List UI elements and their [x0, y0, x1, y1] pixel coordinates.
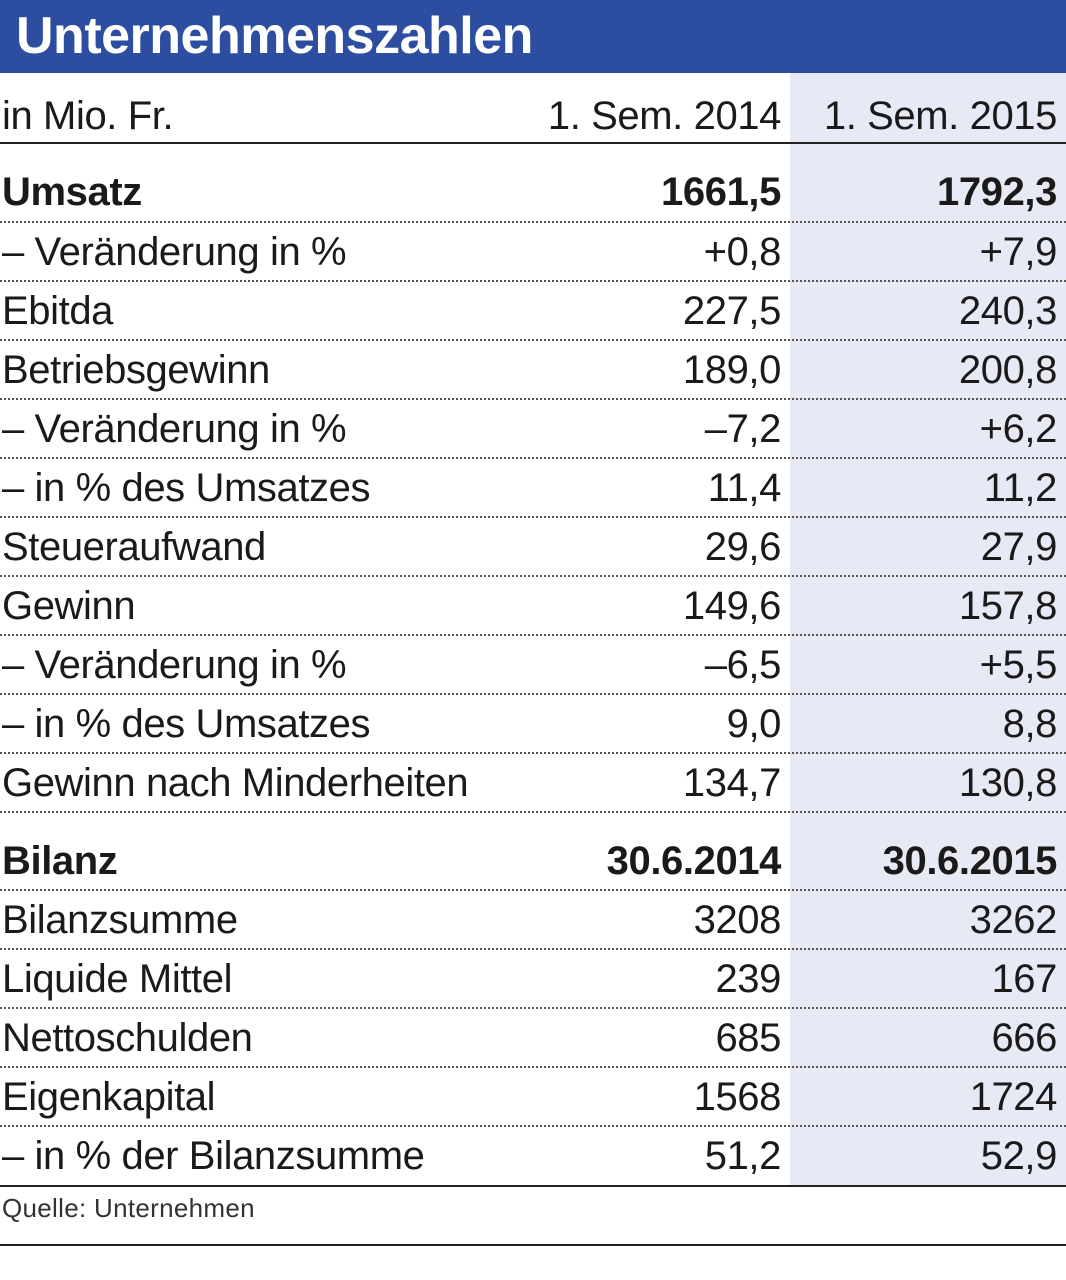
row-label: Eigenkapital	[2, 1075, 216, 1119]
row-divider	[0, 398, 1066, 400]
row-value-2014: 239	[715, 957, 781, 1001]
bilanz-date-2014: 30.6.2014	[606, 839, 782, 883]
header-divider	[0, 142, 1066, 144]
row-label: Gewinn	[2, 584, 136, 628]
row-divider	[0, 575, 1066, 577]
bilanz-header-row: Bilanz 30.6.2014 30.6.2015	[0, 835, 1066, 887]
row-value-2014: 29,6	[704, 525, 782, 569]
row-value-2014: 227,5	[682, 289, 782, 333]
table-header-row: in Mio. Fr. 1. Sem. 2014 1. Sem. 2015	[0, 92, 1066, 140]
table-row: Betriebsgewinn 189,0 200,8	[0, 344, 1066, 396]
column-header-2014: 1. Sem. 2014	[547, 94, 782, 138]
table-row: Gewinn nach Minderheiten 134,7 130,8	[0, 757, 1066, 809]
row-value-2015: 1792,3	[937, 170, 1057, 214]
table-row-umsatz: Umsatz 1661,5 1792,3	[0, 166, 1066, 218]
row-label: – Veränderung in %	[2, 230, 347, 274]
row-divider	[0, 1125, 1066, 1127]
row-value-2014: 1661,5	[661, 170, 781, 214]
column-header-2015: 1. Sem. 2015	[823, 94, 1058, 138]
row-label: – in % des Umsatzes	[2, 466, 371, 510]
row-value-2014: 149,6	[682, 584, 782, 628]
row-value-2014: 51,2	[704, 1134, 782, 1178]
row-divider	[0, 1007, 1066, 1009]
row-divider	[0, 811, 1066, 813]
row-value-2015: 11,2	[983, 466, 1058, 510]
row-value-2015: 1724	[969, 1075, 1058, 1119]
row-divider	[0, 1066, 1066, 1068]
row-label: – in % der Bilanzsumme	[2, 1134, 425, 1178]
row-value-2014: –6,5	[704, 643, 782, 687]
row-value-2015: +7,9	[979, 230, 1058, 274]
row-divider	[0, 339, 1066, 341]
row-value-2015: 52,9	[980, 1134, 1058, 1178]
row-label: – Veränderung in %	[2, 643, 347, 687]
table-row: – Veränderung in % –7,2 +6,2	[0, 403, 1066, 455]
table-row: Gewinn 149,6 157,8	[0, 580, 1066, 632]
row-label: Steueraufwand	[2, 525, 266, 569]
table-row: Liquide Mittel 239 167	[0, 953, 1066, 1005]
row-label: Ebitda	[2, 289, 114, 333]
row-value-2015: +5,5	[979, 643, 1058, 687]
title-bar: Unternehmenszahlen	[0, 0, 1066, 73]
table-row: Ebitda 227,5 240,3	[0, 285, 1066, 337]
row-label: Nettoschulden	[2, 1016, 253, 1060]
unit-label: in Mio. Fr.	[2, 94, 174, 138]
table-row: – in % des Umsatzes 11,4 11,2	[0, 462, 1066, 514]
row-value-2014: 9,0	[726, 702, 782, 746]
table-row: – in % des Umsatzes 9,0 8,8	[0, 698, 1066, 750]
row-divider	[0, 221, 1066, 223]
row-divider	[0, 889, 1066, 891]
row-value-2015: 27,9	[980, 525, 1058, 569]
row-value-2014: 1568	[693, 1075, 782, 1119]
table-row: – in % der Bilanzsumme 51,2 52,9	[0, 1130, 1066, 1182]
row-label: Betriebsgewinn	[2, 348, 270, 392]
row-value-2014: 189,0	[682, 348, 782, 392]
row-divider	[0, 280, 1066, 282]
row-divider	[0, 516, 1066, 518]
row-divider	[0, 634, 1066, 636]
table-row: Nettoschulden 685 666	[0, 1012, 1066, 1064]
row-value-2014: 11,4	[707, 466, 782, 510]
row-value-2015: 200,8	[958, 348, 1058, 392]
table-bottom-rule	[0, 1185, 1066, 1187]
row-label: – in % des Umsatzes	[2, 702, 371, 746]
footer-rule	[0, 1244, 1066, 1246]
column-2015-shade	[790, 73, 1066, 1186]
bilanz-label: Bilanz	[2, 839, 118, 883]
row-divider	[0, 457, 1066, 459]
row-label: Liquide Mittel	[2, 957, 233, 1001]
row-label: Bilanzsumme	[2, 898, 238, 942]
row-value-2015: 3262	[969, 898, 1058, 942]
row-divider	[0, 752, 1066, 754]
row-value-2015: 666	[991, 1016, 1057, 1060]
table-row: – Veränderung in % +0,8 +7,9	[0, 226, 1066, 278]
row-label: – Veränderung in %	[2, 407, 347, 451]
row-value-2014: –7,2	[704, 407, 782, 451]
row-value-2015: 157,8	[958, 584, 1058, 628]
row-value-2015: +6,2	[979, 407, 1058, 451]
table-row: Steueraufwand 29,6 27,9	[0, 521, 1066, 573]
row-divider	[0, 948, 1066, 950]
table-row: Eigenkapital 1568 1724	[0, 1071, 1066, 1123]
row-divider	[0, 693, 1066, 695]
page-title: Unternehmenszahlen	[16, 7, 533, 65]
row-value-2014: +0,8	[703, 230, 782, 274]
table-row: Bilanzsumme 3208 3262	[0, 894, 1066, 946]
table-row: – Veränderung in % –6,5 +5,5	[0, 639, 1066, 691]
row-label: Gewinn nach Minderheiten	[2, 761, 469, 805]
row-value-2015: 130,8	[958, 761, 1058, 805]
row-value-2015: 167	[991, 957, 1057, 1001]
row-value-2014: 134,7	[682, 761, 782, 805]
source-note: Quelle: Unternehmen	[2, 1193, 255, 1223]
row-value-2015: 8,8	[1002, 702, 1058, 746]
row-value-2014: 685	[715, 1016, 781, 1060]
row-value-2015: 240,3	[958, 289, 1058, 333]
row-value-2014: 3208	[693, 898, 782, 942]
row-label: Umsatz	[2, 170, 142, 214]
bilanz-date-2015: 30.6.2015	[882, 839, 1058, 883]
